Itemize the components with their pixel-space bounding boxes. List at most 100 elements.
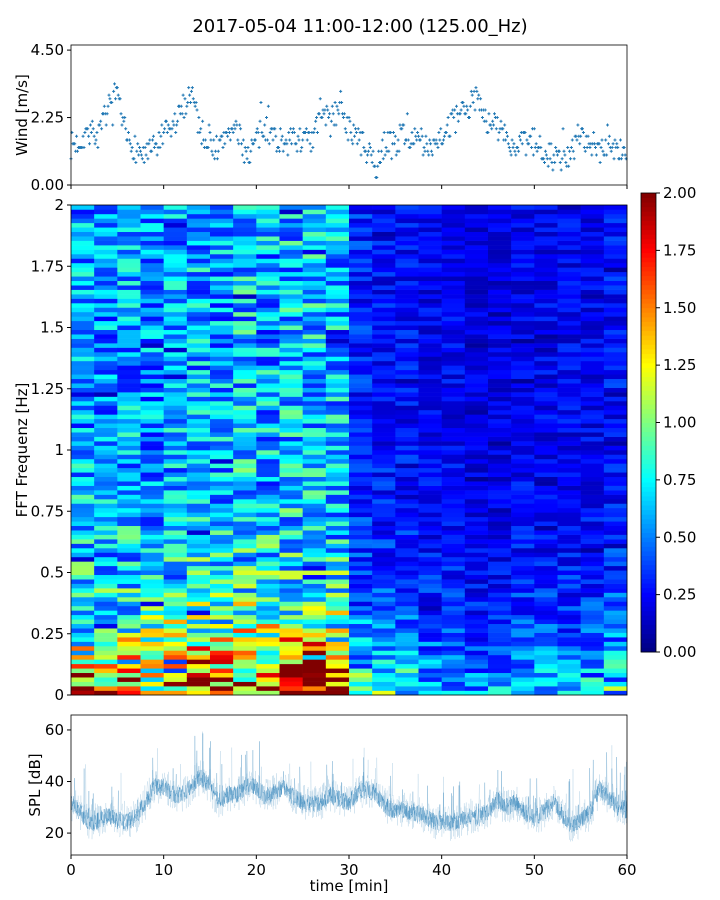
wind-point [190, 86, 194, 90]
spectrogram-cell [163, 396, 188, 402]
spectrogram-ytick-label: 2 [54, 196, 64, 214]
wind-point [586, 134, 590, 138]
spectrogram-cell [464, 209, 489, 215]
wind-point [176, 119, 180, 123]
spectrogram-cell [603, 325, 628, 331]
spectrogram-cell [94, 205, 118, 210]
spectrogram-cell [186, 672, 211, 678]
spectrogram-cell [186, 267, 211, 273]
spectrogram-cell [557, 458, 581, 464]
spectrogram-cell [580, 427, 605, 433]
spectrogram-cell [418, 387, 442, 393]
spectrogram-cell [580, 369, 605, 375]
spectrogram-cell [372, 628, 396, 633]
spectrogram-cell [557, 360, 581, 366]
spectrogram-cell [603, 543, 628, 549]
spectrogram-cell [302, 681, 327, 687]
spectrogram-cell [163, 614, 188, 620]
spectrogram-cell [349, 574, 373, 580]
spectrogram-cell [163, 418, 188, 424]
wind-point [288, 138, 292, 142]
spectrogram-cell [534, 672, 558, 678]
spectrogram-cell [302, 307, 327, 313]
spectrogram-cell [534, 262, 558, 268]
spectrogram-cell [580, 601, 605, 607]
spectrogram-cell [534, 254, 558, 259]
spectrogram-cell [163, 213, 188, 219]
spectrogram-cell [395, 311, 419, 317]
spectrogram-cell [256, 374, 280, 380]
spectrogram-cell [186, 383, 211, 388]
wind-point [535, 149, 539, 153]
spectrogram-cell [418, 285, 442, 290]
spectrogram-cell [279, 548, 303, 553]
spectrogram-cell [117, 530, 141, 535]
spectrogram-cell [464, 320, 489, 326]
spectrogram-cell [534, 213, 558, 219]
wind-point [492, 112, 496, 116]
spectrogram-cell [94, 396, 118, 402]
spectrogram-cell [71, 445, 95, 451]
spectrogram-cell [603, 458, 628, 464]
spectrogram-cell [117, 521, 141, 527]
spectrogram-cell [441, 254, 466, 259]
spectrogram-cell [140, 512, 164, 518]
spectrogram-cell [349, 218, 373, 224]
spectrogram-cell [534, 574, 558, 580]
wind-point [315, 116, 319, 120]
spectrogram-cell [557, 583, 581, 589]
spectrogram-cell [395, 543, 419, 549]
wind-point [351, 142, 355, 146]
spectrogram-cell [117, 374, 141, 380]
spectrogram-cell [580, 539, 605, 544]
spectrogram-cell [395, 579, 419, 584]
spectrogram-cell [210, 205, 234, 210]
spectrogram-cell [71, 485, 95, 491]
wind-point [297, 138, 301, 142]
spectrogram-cell [488, 614, 512, 620]
spectrogram-cell [557, 530, 581, 535]
spectrogram-cell [534, 450, 558, 455]
spectrogram-cell [302, 343, 327, 348]
spectrogram-cell [233, 556, 257, 562]
spectrogram-cell [603, 605, 628, 611]
spectrogram-cell [488, 276, 512, 282]
spectrogram-cell [603, 614, 628, 620]
spectrogram-cell [117, 383, 141, 388]
wind-point [427, 153, 431, 157]
spectrogram-cell [603, 236, 628, 241]
spectrogram-cell [580, 409, 605, 415]
spectrogram-cell [441, 548, 466, 553]
spectrogram-cell [279, 672, 303, 678]
spectrogram-cell [557, 276, 581, 282]
wind-point [462, 104, 466, 108]
spectrogram-cell [349, 503, 373, 509]
spectrogram-cell [325, 534, 350, 540]
spectrogram-cell [302, 507, 327, 513]
spectrogram-cell [186, 646, 211, 651]
spectrogram-cell [233, 298, 257, 304]
spectrogram-cell [117, 646, 141, 651]
spectrogram-cell [372, 450, 396, 455]
spectrogram-cell [233, 396, 257, 402]
spectrogram-cell [349, 579, 373, 584]
spectrogram-cell [464, 614, 489, 620]
spectrogram-cell [71, 463, 95, 469]
spectrogram-cell [488, 240, 512, 246]
spectrogram-cell [186, 681, 211, 687]
wind-point [564, 161, 568, 165]
spectrogram-cell [464, 476, 489, 482]
wind-point [454, 131, 458, 135]
spectrogram-cell [557, 579, 581, 584]
wind-point [418, 138, 422, 142]
spectrogram-cell [163, 686, 188, 691]
spectrogram-cell [279, 325, 303, 331]
spectrogram-cell [163, 663, 188, 669]
spectrogram-cell [256, 360, 280, 366]
spectrogram-cell [580, 414, 605, 420]
spectrogram-cell [302, 360, 327, 366]
wind-point [265, 138, 269, 142]
spectrogram-cell [488, 396, 512, 402]
wind-point [184, 112, 188, 116]
spectrogram-cell [395, 222, 419, 228]
